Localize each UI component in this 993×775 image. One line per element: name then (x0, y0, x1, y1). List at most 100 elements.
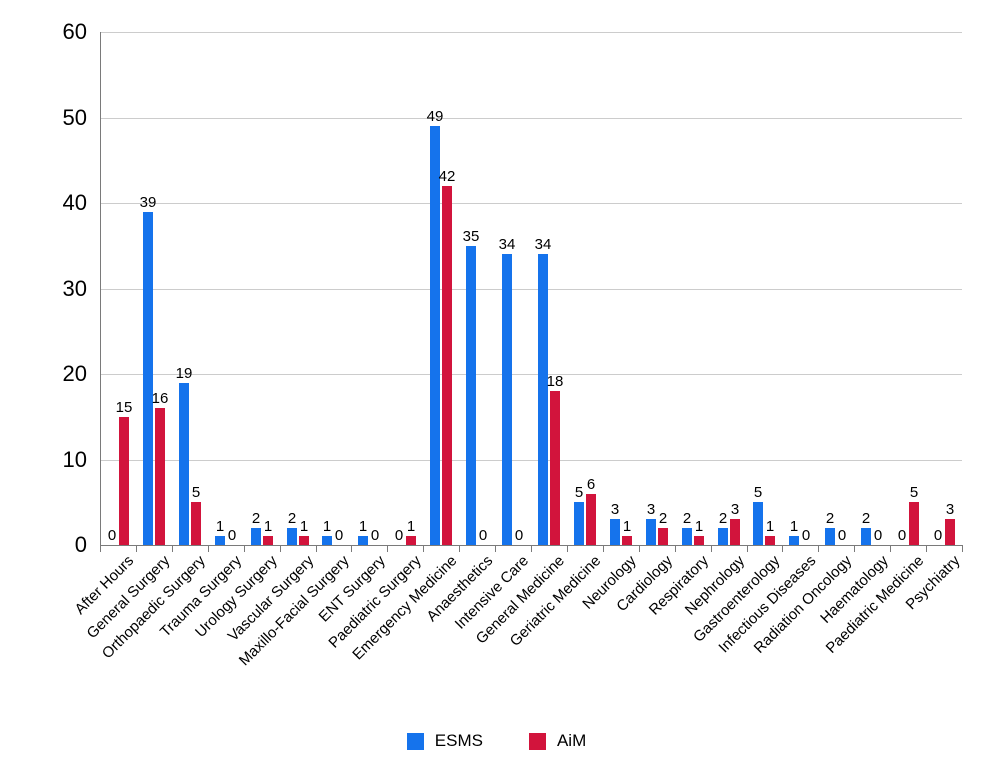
esms-bar (682, 528, 692, 545)
legend-item-esms: ESMS (406, 731, 483, 751)
bar-value-label: 5 (753, 484, 763, 501)
gridline-60 (100, 32, 962, 33)
y-axis-label: 40 (62, 190, 87, 215)
esms-bar (574, 502, 584, 545)
aim-bar (263, 536, 273, 545)
x-axis-tick (136, 546, 137, 552)
bar-value-label: 0 (227, 527, 237, 544)
legend-swatch-icon (528, 732, 546, 750)
x-axis-tick (711, 546, 712, 552)
x-axis-tick (531, 546, 532, 552)
bar-value-label: 1 (299, 518, 309, 535)
bar-value-label: 5 (191, 484, 201, 501)
x-axis-tick (280, 546, 281, 552)
esms-bar (825, 528, 835, 545)
bar-value-label: 2 (718, 510, 728, 527)
bar-value-label: 1 (358, 518, 368, 535)
esms-bar (718, 528, 728, 545)
x-axis-tick (854, 546, 855, 552)
aim-bar (191, 502, 201, 545)
bar-value-label: 2 (251, 510, 261, 527)
x-axis-tick (459, 546, 460, 552)
esms-bar (502, 254, 512, 545)
x-axis-tick (567, 546, 568, 552)
x-axis-tick (603, 546, 604, 552)
legend-item-aim: AiM (528, 731, 586, 751)
aim-bar (550, 391, 560, 545)
bar-value-label: 0 (370, 527, 380, 544)
gridline-10 (100, 459, 962, 461)
bar-value-label: 34 (534, 236, 552, 253)
x-axis-tick (926, 546, 927, 552)
gridline-30 (100, 288, 962, 290)
bar-value-label: 1 (322, 518, 332, 535)
bar-value-label: 34 (498, 236, 516, 253)
bar-value-label: 0 (873, 527, 883, 544)
y-axis-line (100, 32, 101, 546)
esms-bar (538, 254, 548, 545)
bar-value-label: 1 (263, 518, 273, 535)
aim-bar (658, 528, 668, 545)
bar-value-label: 5 (574, 484, 584, 501)
esms-bar (610, 519, 620, 545)
bar-value-label: 2 (682, 510, 692, 527)
bar-value-label: 1 (406, 518, 416, 535)
esms-bar (143, 212, 153, 545)
y-axis-label: 30 (62, 275, 87, 301)
esms-bar (179, 383, 189, 545)
x-axis-tick (100, 546, 101, 552)
bar-value-label: 16 (151, 390, 169, 407)
bar-value-label: 2 (287, 510, 297, 527)
y-axis-label: 0 (74, 532, 87, 557)
esms-bar (466, 246, 476, 545)
bar-value-label: 0 (897, 527, 907, 544)
bar-value-label: 0 (837, 527, 847, 544)
bar-value-label: 42 (438, 168, 456, 185)
x-axis-line (100, 545, 963, 546)
x-axis-tick (890, 546, 891, 552)
bar-value-label: 1 (789, 518, 799, 535)
aim-bar (945, 519, 955, 545)
aim-bar (730, 519, 740, 545)
x-axis-tick (495, 546, 496, 552)
y-axis-label: 60 (62, 19, 87, 44)
bar-value-label: 0 (334, 527, 344, 544)
bar-value-label: 3 (610, 501, 620, 518)
aim-bar (119, 417, 129, 545)
bar-value-label: 49 (426, 108, 444, 125)
x-axis-tick (675, 546, 676, 552)
esms-bar (789, 536, 799, 545)
x-axis-tick (747, 546, 748, 552)
x-axis-tick (423, 546, 424, 552)
aim-bar (765, 536, 775, 545)
bar-value-label: 35 (462, 228, 480, 245)
bar-value-label: 18 (546, 373, 564, 390)
aim-bar (155, 408, 165, 545)
aim-bar (586, 494, 596, 545)
esms-bar (251, 528, 261, 545)
esms-bar (322, 536, 332, 545)
bar-value-label: 5 (909, 484, 919, 501)
aim-bar (622, 536, 632, 545)
esms-bar (430, 126, 440, 545)
aim-bar (299, 536, 309, 545)
esms-bar (215, 536, 225, 545)
chart-legend: ESMS AiM (0, 731, 993, 751)
bar-value-label: 0 (478, 527, 488, 544)
x-axis-tick (962, 546, 963, 552)
y-axis-label: 50 (62, 104, 87, 130)
bar-value-label: 1 (694, 518, 704, 535)
bar-value-label: 3 (730, 501, 740, 518)
x-axis-tick (818, 546, 819, 552)
esms-bar (753, 502, 763, 545)
bar-value-label: 1 (765, 518, 775, 535)
legend-label: ESMS (434, 731, 483, 750)
bar-value-label: 6 (586, 476, 596, 493)
x-axis-tick (244, 546, 245, 552)
aim-bar (909, 502, 919, 545)
y-axis-label: 20 (62, 361, 87, 386)
bar-value-label: 3 (646, 501, 656, 518)
y-axis-label: 10 (62, 446, 87, 472)
bar-value-label: 1 (215, 518, 225, 535)
